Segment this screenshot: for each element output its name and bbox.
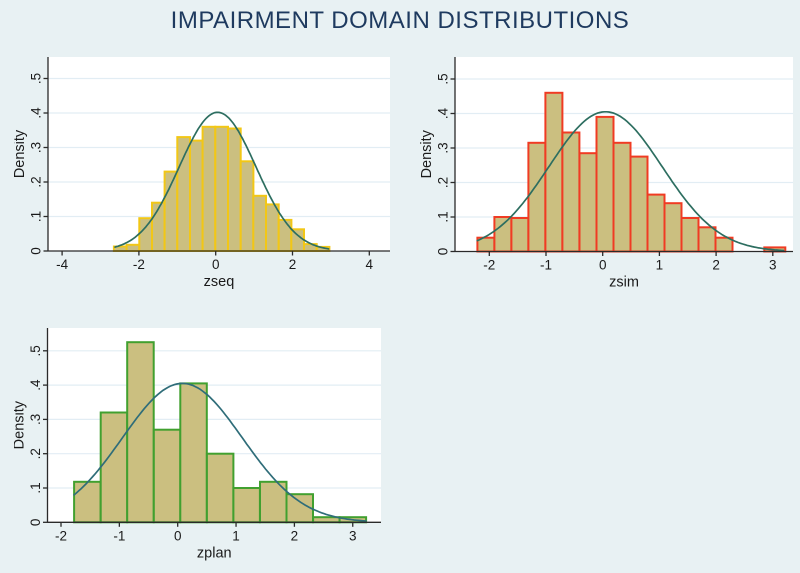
y-axis-title: Density (14, 400, 28, 449)
density-curve (476, 110, 785, 252)
histogram-bar (201, 125, 217, 252)
y-tick-label: .2 (29, 176, 44, 187)
zsim-histogram-chart: -2 -1 0 1 2 3 0 .1 .2 .3 .4 .5 zsim Density (419, 57, 793, 291)
x-tick-label: -4 (56, 257, 68, 272)
histogram-bar (629, 155, 649, 253)
y-tick-label: .4 (29, 107, 44, 119)
x-tick-label: 1 (232, 528, 240, 543)
histogram-bar (510, 217, 530, 253)
panel-zsim: -2 -1 0 1 2 3 0 .1 .2 .3 .4 .5 zsim Density (410, 50, 800, 307)
y-tick-label: .3 (436, 142, 451, 153)
panel-zplan: -2 -1 0 1 2 3 0 .1 .2 .3 .4 .5 zplan Density (12, 318, 400, 573)
y-tick-label: .1 (436, 211, 451, 222)
x-tick-label: 0 (212, 257, 220, 272)
histogram-bar (544, 91, 564, 253)
figure-title: IMPAIRMENT DOMAIN DISTRIBUTIONS (170, 7, 630, 34)
x-tick-label: 2 (291, 528, 299, 543)
x-tick-label: 3 (769, 258, 777, 273)
y-tick-label: .2 (28, 448, 43, 459)
x-axis-title: zsim (609, 275, 639, 291)
x-axis-title: zseq (204, 274, 235, 290)
zplan-histogram-chart: -2 -1 0 1 2 3 0 .1 .2 .3 .4 .5 zplan Density (12, 328, 381, 561)
histogram-bar (126, 341, 155, 524)
x-tick-label: 3 (349, 528, 357, 543)
histogram-bar (73, 480, 102, 524)
histogram-bar (252, 194, 268, 253)
x-tick-label: 0 (599, 258, 607, 273)
histogram-bar (259, 480, 288, 524)
histogram-bar (125, 243, 141, 253)
histogram-bar (680, 217, 700, 253)
histogram-bar (239, 160, 255, 252)
x-tick-label: 4 (366, 257, 374, 272)
y-tick-label: 0 (28, 519, 43, 527)
y-tick-label: .3 (28, 414, 43, 425)
x-tick-label: -2 (483, 258, 495, 273)
x-axis-title: zplan (197, 545, 232, 561)
histogram-bar (595, 115, 615, 253)
x-tick-label: 1 (656, 258, 664, 273)
histogram-bar (646, 193, 666, 253)
histogram-bar (179, 382, 208, 524)
histogram-bar (189, 139, 204, 252)
y-tick-label: .4 (436, 107, 451, 119)
density-curve (73, 382, 367, 522)
y-tick-label: .2 (436, 177, 451, 188)
y-tick-label: 0 (436, 248, 451, 256)
x-tick-label: 2 (712, 258, 720, 273)
y-tick-label: .4 (28, 379, 43, 391)
histogram-bar (312, 516, 341, 524)
histogram-bar (527, 141, 547, 253)
histogram-bar (493, 216, 513, 253)
histogram-bar (205, 452, 235, 524)
histogram-bar (578, 152, 598, 253)
x-tick-label: 2 (289, 257, 297, 272)
histogram-bar (561, 131, 581, 253)
x-tick-label: -1 (113, 528, 125, 543)
y-tick-label: .5 (28, 345, 43, 356)
histogram-bar (663, 202, 683, 253)
y-tick-label: .1 (28, 482, 43, 493)
x-tick-label: -2 (133, 257, 145, 272)
y-axis-title: Density (14, 129, 28, 178)
y-axis-title: Density (419, 129, 435, 178)
histogram-bar (176, 136, 192, 252)
histogram-bar (612, 141, 632, 253)
histogram-bar (227, 127, 242, 252)
zseq-histogram-chart: -4 -2 0 2 4 0 .1 .2 .3 .4 .5 zseq Density (12, 57, 390, 290)
histogram-bar (232, 487, 261, 524)
x-tick-label: 0 (174, 528, 182, 543)
y-tick-label: .5 (29, 73, 44, 84)
x-tick-label: -2 (55, 528, 67, 543)
histogram-bar (138, 217, 154, 252)
y-tick-label: .5 (436, 73, 451, 84)
y-tick-label: 0 (29, 247, 44, 255)
density-curve (114, 111, 330, 250)
histogram-bar (290, 228, 305, 253)
histogram-bar (277, 218, 293, 252)
histogram-bar (697, 226, 717, 253)
x-tick-label: -1 (540, 258, 552, 273)
panel-zseq: -4 -2 0 2 4 0 .1 .2 .3 .4 .5 zseq Density (12, 50, 400, 307)
histogram-bar (285, 493, 314, 524)
y-tick-label: .3 (29, 142, 44, 153)
histogram-bar (265, 203, 280, 252)
histogram-bar (152, 428, 182, 524)
y-tick-label: .1 (29, 211, 44, 222)
histogram-bar (99, 411, 129, 524)
histogram-bar (214, 125, 230, 252)
